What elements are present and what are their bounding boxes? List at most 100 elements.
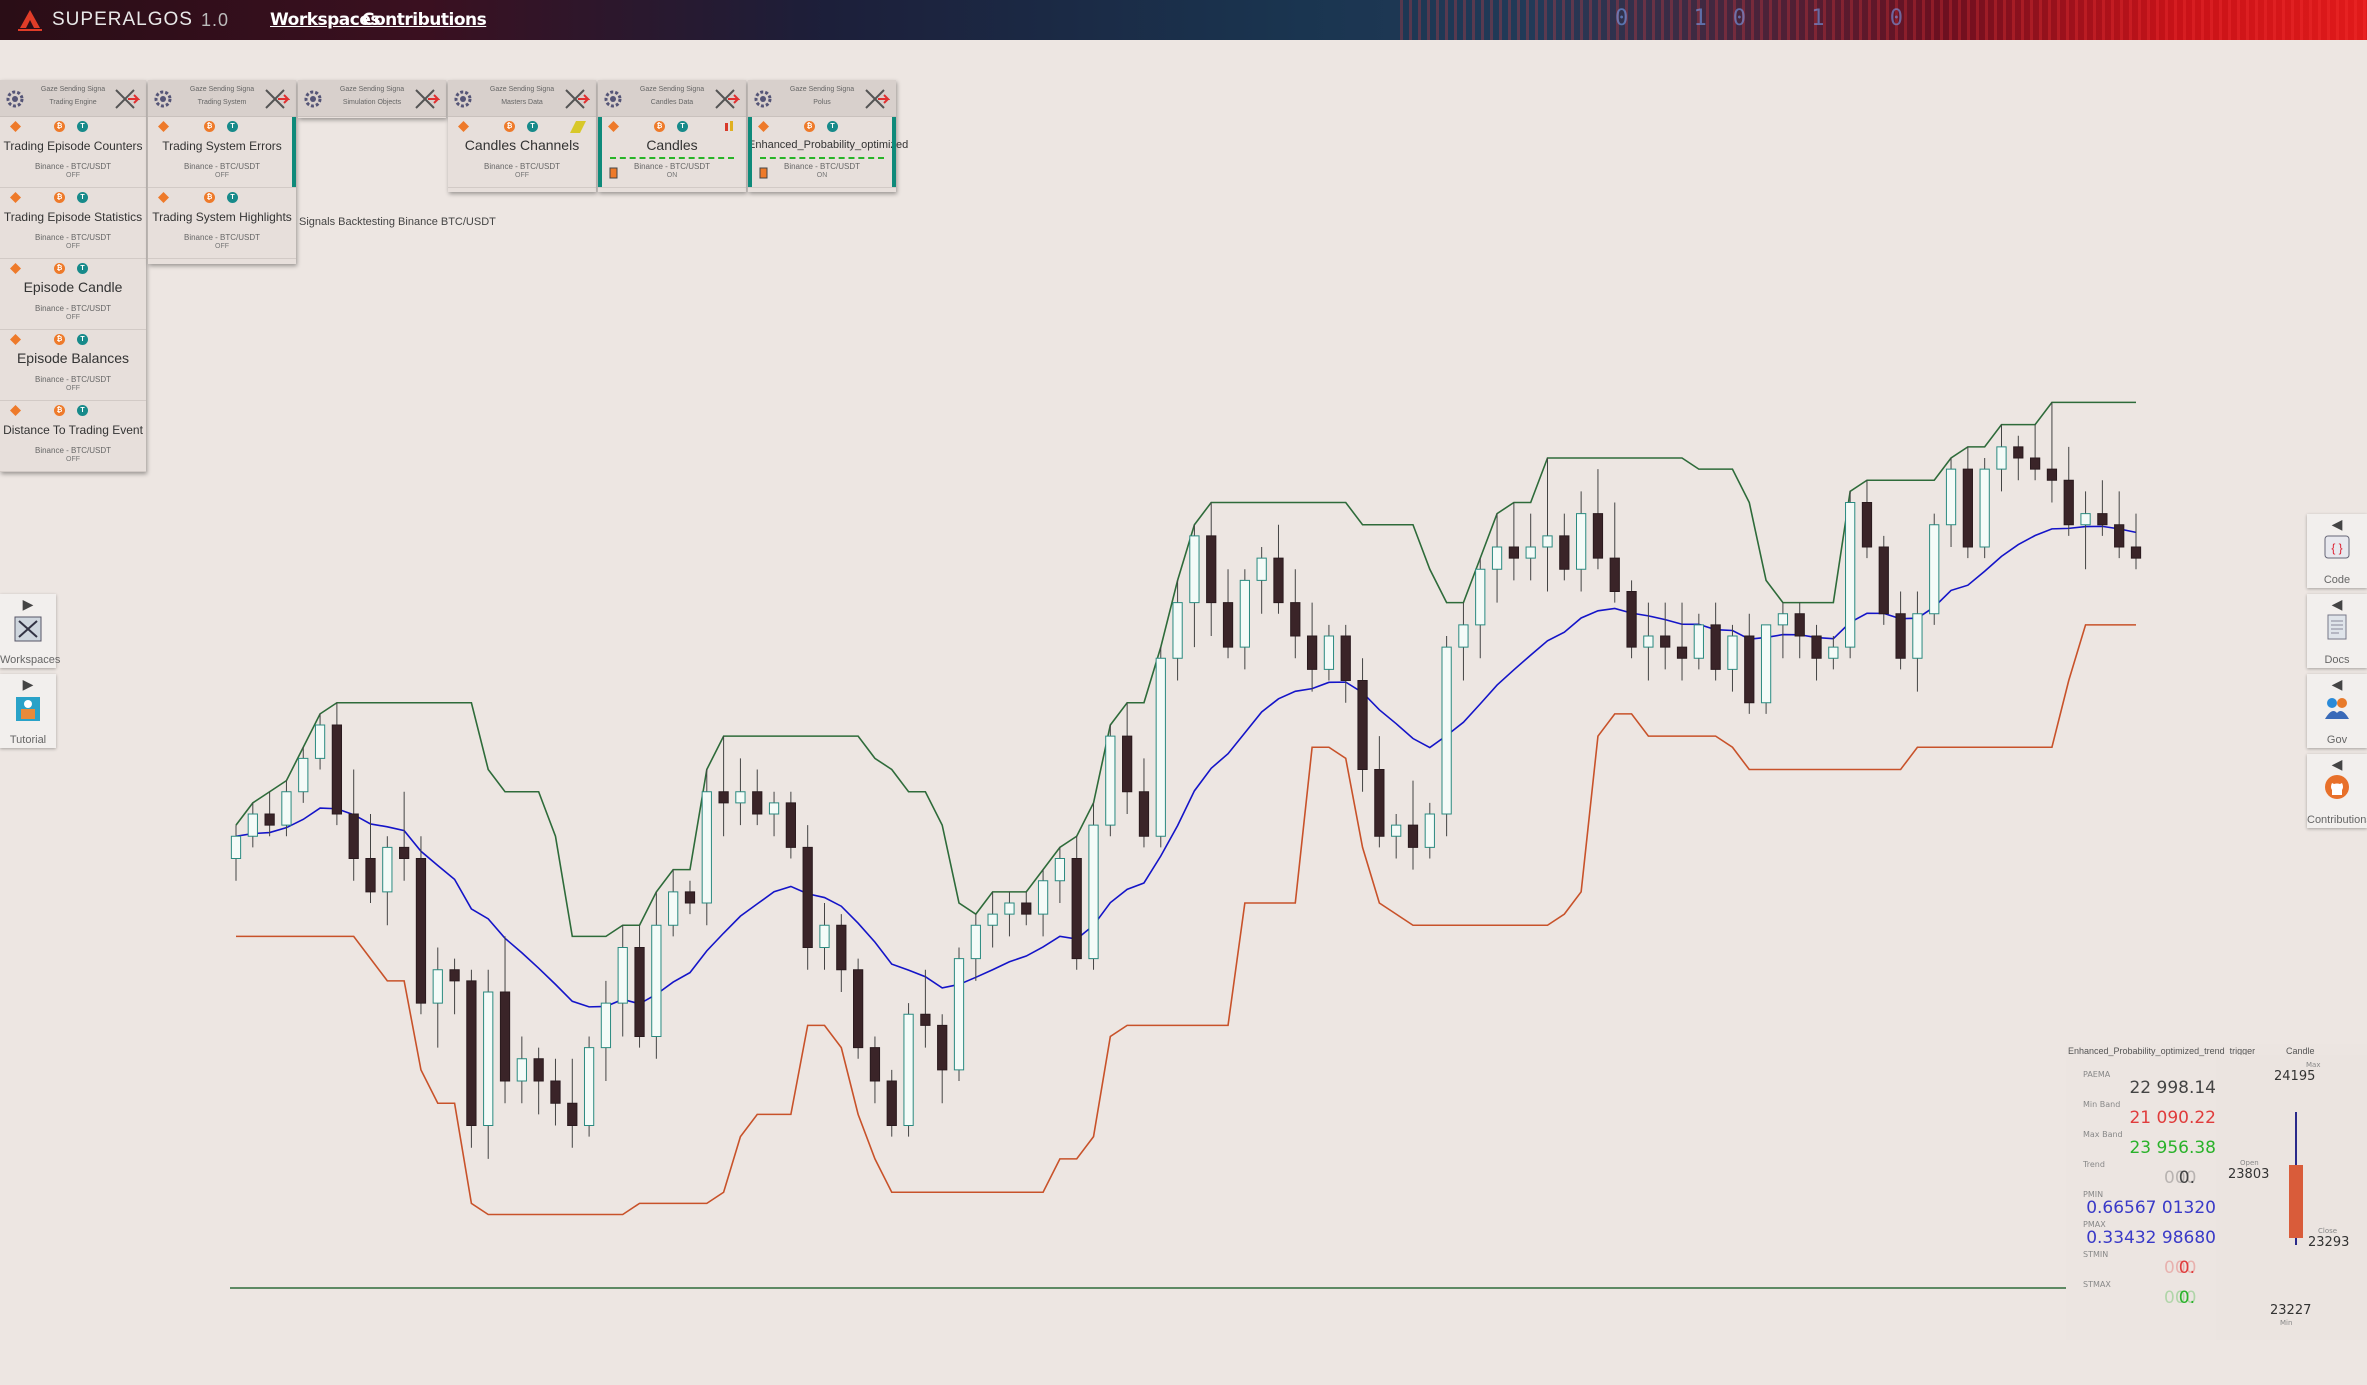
- workspaces-button[interactable]: ▶ Workspaces: [0, 594, 60, 668]
- close-panel-icon[interactable]: [714, 88, 740, 110]
- close-panel-icon[interactable]: [864, 88, 890, 110]
- layer-trading-system-highlights[interactable]: ₿ T Trading System Highlights Binance - …: [148, 188, 296, 259]
- docs-icon: [2327, 614, 2347, 640]
- diamond-icon: [10, 334, 21, 345]
- candle-body: [1458, 624, 1469, 648]
- candle-body: [1189, 535, 1200, 604]
- panel-header[interactable]: Gaze Sending Signa Masters Data: [448, 80, 596, 117]
- layer-status: OFF: [66, 314, 80, 321]
- gear-icon[interactable]: [4, 88, 26, 110]
- gear-icon[interactable]: [152, 88, 174, 110]
- gear-icon[interactable]: [452, 88, 474, 110]
- workspaces-icon: [14, 616, 42, 642]
- candle-body: [1105, 735, 1116, 826]
- candle-body: [869, 1047, 881, 1082]
- code-label: Code: [2323, 574, 2351, 586]
- active-indicator: [292, 117, 296, 187]
- layer-name: Episode Balances: [16, 350, 130, 366]
- readout-label: STMIN: [2083, 1250, 2109, 1259]
- svg-text:{ }: { }: [2331, 541, 2342, 555]
- layer-status: OFF: [66, 172, 80, 179]
- candle-body: [1122, 735, 1133, 793]
- layer-name: Candles Channels: [464, 137, 580, 153]
- layer-distance-to-trading-event[interactable]: ₿ T Distance To Trading Event Binance - …: [0, 401, 146, 472]
- candle-body: [1626, 591, 1637, 648]
- app-version: 1.0: [200, 9, 229, 30]
- superalgos-logo-icon: [18, 10, 42, 31]
- layer-candles[interactable]: ₿ T Candles Binance - BTC/USDT ON: [598, 117, 746, 188]
- layer-episode-candle[interactable]: ₿ T Episode Candle Binance - BTC/USDT OF…: [0, 259, 146, 330]
- docs-button[interactable]: ◀ Docs: [2307, 594, 2367, 668]
- candle-body: [1407, 824, 1419, 848]
- active-indicator: [748, 117, 752, 187]
- candle-mini-icon: [759, 167, 768, 179]
- layer-trading-system-errors[interactable]: ₿ T Trading System Errors Binance - BTC/…: [148, 117, 296, 188]
- panel-title: Gaze Sending Signa: [339, 86, 405, 93]
- close-panel-icon[interactable]: [564, 88, 590, 110]
- layer-trading-episode-statistics[interactable]: ₿ T Trading Episode Statistics Binance -…: [0, 188, 146, 259]
- close-panel-icon[interactable]: [114, 88, 140, 110]
- tether-icon: T: [77, 263, 88, 274]
- gear-icon[interactable]: [602, 88, 624, 110]
- close-panel-icon[interactable]: [414, 88, 440, 110]
- nav-workspaces[interactable]: Workspaces: [270, 10, 381, 30]
- candle-body: [651, 924, 662, 1037]
- candle-body: [1559, 535, 1570, 570]
- candle-body: [1576, 513, 1587, 570]
- collapse-arrow-icon: ◀: [2331, 596, 2343, 612]
- panel-header[interactable]: Gaze Sending Signa Polus: [748, 80, 896, 117]
- candle-body: [399, 846, 410, 859]
- candle-body: [1929, 524, 1940, 615]
- readout-value-faded: 000: [2164, 1258, 2197, 1278]
- bitcoin-icon: ₿: [54, 263, 65, 274]
- candle-body: [668, 891, 679, 926]
- tether-icon: T: [227, 192, 238, 203]
- panel-trading-engine: Gaze Sending Signa Trading Engine ₿ T Tr…: [0, 80, 146, 472]
- layer-candles-channels[interactable]: ₿ T Candles Channels Binance - BTC/USDT …: [448, 117, 596, 188]
- layer-market: Binance - BTC/USDT: [183, 233, 261, 242]
- candle-readout: Max 24195 Open 23803 Close 23293 23227 M…: [2216, 1055, 2367, 1340]
- candle-mini-icon: [609, 167, 618, 179]
- layer-trading-episode-counters[interactable]: ₿ T Trading Episode Counters Binance - B…: [0, 117, 146, 188]
- candle-body: [1760, 624, 1772, 704]
- candle-body: [1239, 579, 1250, 648]
- candle-body: [1424, 813, 1435, 848]
- candle-body: [2114, 524, 2125, 548]
- candle-body: [768, 802, 780, 815]
- candle-body: [1273, 557, 1284, 604]
- code-button[interactable]: ◀ { } Code: [2307, 514, 2367, 588]
- candle-min-value: 23227: [2270, 1303, 2312, 1318]
- panel-header[interactable]: Gaze Sending Signa Trading Engine: [0, 80, 146, 117]
- panel-simulation-objects: Gaze Sending Signa Simulation Objects: [298, 80, 446, 118]
- loading-indicator: [760, 157, 884, 159]
- candle-body: [752, 791, 763, 815]
- layer-status: ON: [816, 172, 828, 179]
- bitcoin-icon: ₿: [54, 334, 65, 345]
- gov-label: Gov: [2326, 734, 2348, 746]
- gov-button[interactable]: ◀ Gov: [2307, 674, 2367, 748]
- active-indicator: [892, 117, 896, 187]
- gear-icon[interactable]: [752, 88, 774, 110]
- close-panel-icon[interactable]: [264, 88, 290, 110]
- candle-body: [886, 1080, 897, 1126]
- contributions-button[interactable]: ◀ Contributions: [2307, 754, 2367, 828]
- tether-icon: T: [77, 121, 88, 132]
- candle-body: [2097, 513, 2108, 526]
- layer-episode-balances[interactable]: ₿ T Episode Balances Binance - BTC/USDT …: [0, 330, 146, 401]
- app-logo[interactable]: SUPERALGOS 1.0: [16, 6, 229, 34]
- gear-icon[interactable]: [302, 88, 324, 110]
- candle-body: [1693, 624, 1704, 659]
- candle-body: [281, 791, 292, 826]
- panel-header[interactable]: Gaze Sending Signa Trading System: [148, 80, 296, 117]
- candle-body: [1306, 635, 1318, 670]
- layer-enhanced-probability[interactable]: ₿ T Enhanced_Probability_optimized Binan…: [748, 117, 908, 188]
- panel-header[interactable]: Gaze Sending Signa Candles Data: [598, 80, 746, 117]
- candle-body: [1374, 769, 1385, 837]
- nav-contributions[interactable]: Contributions: [362, 10, 487, 30]
- tutorial-button[interactable]: ▶ Tutorial: [0, 674, 56, 748]
- candle-body: [449, 969, 460, 982]
- panel-header[interactable]: Gaze Sending Signa Simulation Objects: [298, 80, 446, 117]
- bitcoin-icon: ₿: [204, 192, 215, 203]
- layer-status: ON: [666, 172, 678, 179]
